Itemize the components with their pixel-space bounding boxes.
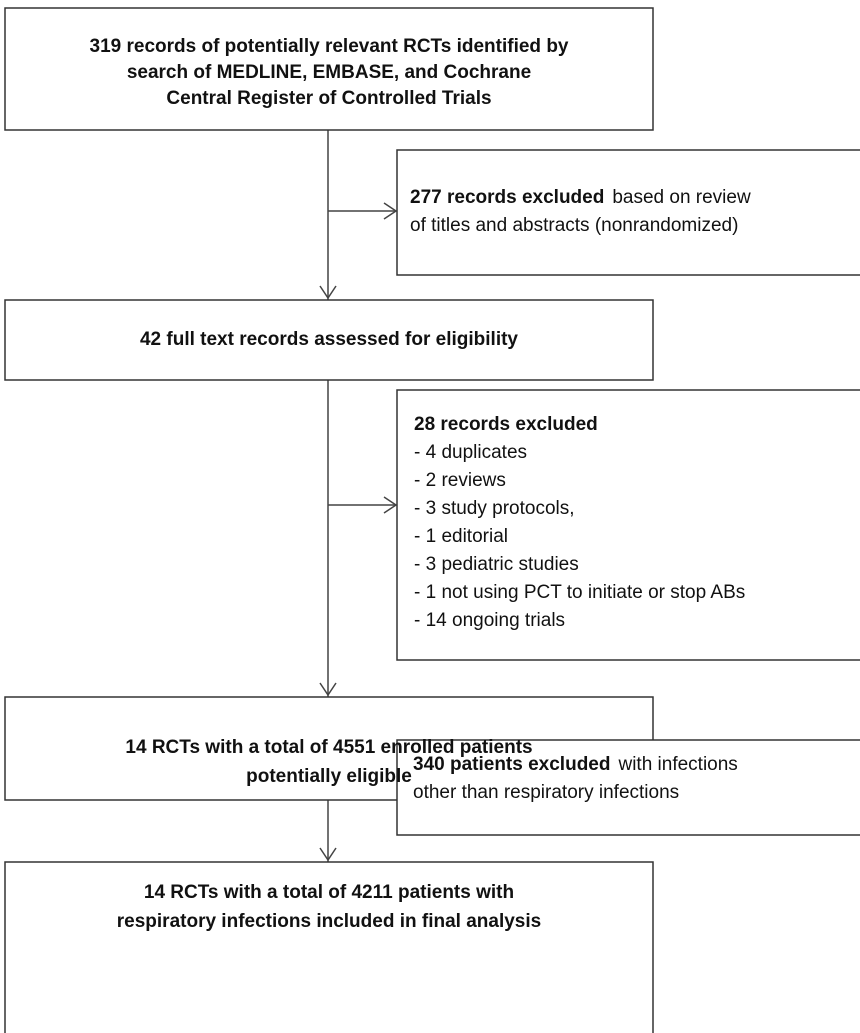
node-label: respiratory infections included in final… (117, 911, 541, 932)
arrowhead (319, 847, 337, 862)
arrowhead (319, 285, 337, 300)
exclusion-heading: 340 patients excluded (413, 754, 610, 775)
exclusion-box (396, 149, 860, 276)
box (4, 861, 654, 1033)
node-label: 14 RCTs with a total of 4211 patients wi… (144, 882, 514, 903)
exclusion-box (396, 389, 860, 661)
node-label: 14 RCTs with a total of 4551 enrolled pa… (125, 737, 532, 758)
exclusion-text: with infections (617, 754, 737, 775)
exclusion-label: 340 patients excluded with infections (413, 754, 738, 775)
arrowhead (383, 202, 398, 220)
node-label: search of MEDLINE, EMBASE, and Cochrane (127, 62, 531, 83)
exclusion-text: based on review (612, 187, 751, 208)
exclusion-item: - 2 reviews (414, 470, 506, 491)
exclusion-item: - 3 pediatric studies (414, 554, 579, 575)
exclusion-item: - 1 not using PCT to initiate or stop AB… (414, 582, 745, 603)
exclusion-item: - 4 duplicates (414, 442, 527, 463)
exclusion-box (396, 739, 860, 836)
exclusion-item: - 14 ongoing trials (414, 610, 565, 631)
node-label: Central Register of Controlled Trials (166, 88, 491, 109)
texts: 319 records of potentially relevant RCTs… (90, 36, 751, 932)
node-label: 319 records of potentially relevant RCTs… (90, 36, 569, 57)
exclusion-text: other than respiratory infections (413, 782, 679, 803)
node-label: 42 full text records assessed for eligib… (140, 329, 518, 350)
exclusion-label: 277 records excluded based on review (410, 187, 751, 208)
exclusion-item: - 3 study protocols, (414, 498, 575, 519)
exclusion-heading: 277 records excluded (410, 187, 604, 208)
node-label: potentially eligible (246, 766, 412, 787)
box (4, 299, 654, 381)
arrowhead (383, 496, 398, 514)
exclusion-heading: 28 records excluded (414, 414, 598, 435)
arrowhead (319, 682, 337, 697)
box (4, 7, 654, 131)
exclusion-item: - 1 editorial (414, 526, 508, 547)
exclusion-text: of titles and abstracts (nonrandomized) (410, 215, 738, 236)
